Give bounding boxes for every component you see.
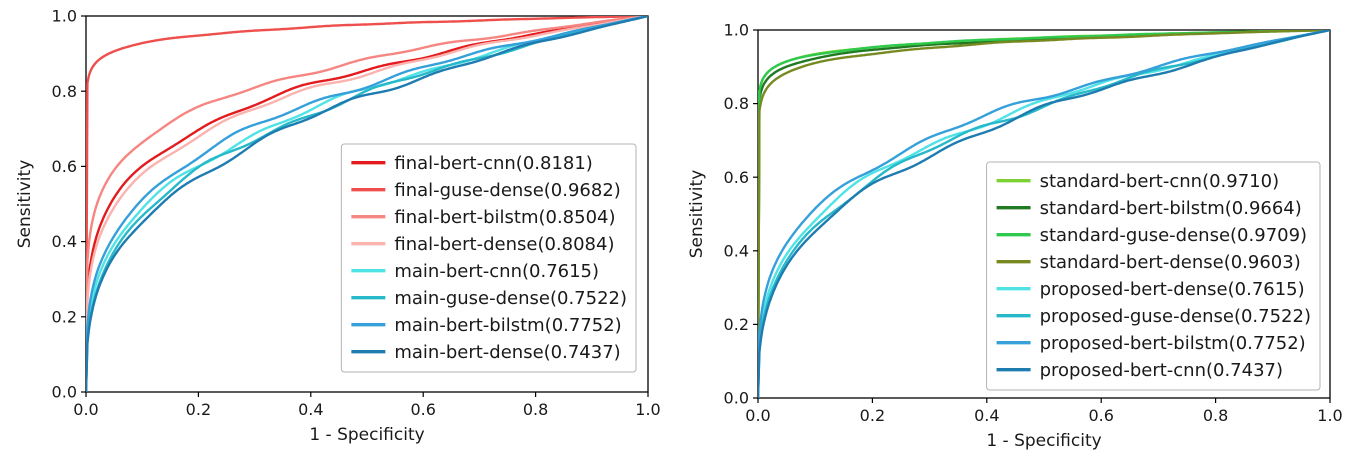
y-axis-label: Sensitivity — [15, 160, 35, 249]
roc-curve-proposed-bert-bilstm — [758, 30, 1330, 398]
roc-curve-final-guse-dense — [86, 16, 648, 392]
x-tick-label: 0.8 — [1203, 406, 1228, 425]
y-axis-label: Sensitivity — [687, 170, 707, 259]
legend-label: main-bert-bilstm(0.7752) — [394, 315, 621, 336]
legend-box — [986, 161, 1321, 391]
roc-curve-main-bert-bilstm — [86, 16, 648, 392]
x-tick-label: 0.0 — [745, 406, 770, 425]
legend-rows: final-bert-cnn(0.8181) final-guse-dense(0… — [351, 153, 627, 363]
curves — [86, 16, 648, 392]
legend-label: proposed-guse-dense(0.7522) — [1040, 306, 1311, 327]
roc-curve-main-bert-dense — [86, 16, 648, 392]
roc-plot-right: 0.0 0.2 0.4 0.6 0.8 1.0 0.0 0.2 0.4 0.6 0.8 1.0 1 - … — [687, 21, 1343, 451]
x-tick-label: 0.2 — [860, 406, 885, 425]
legend-label: final-guse-dense(0.9682) — [394, 180, 620, 201]
y-tick-label: 0.8 — [52, 82, 77, 101]
legend-label: standard-bert-bilstm(0.9664) — [1040, 198, 1302, 219]
x-axis-label: 1 - Specificity — [986, 431, 1101, 451]
x-tick-label: 1.0 — [635, 400, 660, 419]
x-tick-label: 0.0 — [73, 400, 98, 419]
legend-label: proposed-bert-cnn(0.7437) — [1040, 360, 1283, 381]
legend-label: main-guse-dense(0.7522) — [394, 288, 627, 309]
y-tick-label: 0.0 — [724, 389, 749, 408]
legend-label: main-bert-cnn(0.7615) — [394, 261, 599, 282]
y-tick-label: 1.0 — [724, 21, 749, 40]
y-tick-label: 0.2 — [724, 315, 749, 334]
x-axis: 0.0 0.2 0.4 0.6 0.8 1.0 — [73, 392, 661, 419]
y-tick-label: 0.2 — [52, 307, 77, 326]
legend-label: standard-bert-cnn(0.9710) — [1040, 171, 1280, 192]
roc-curve-final-bert-cnn — [86, 16, 648, 392]
x-tick-label: 0.8 — [523, 400, 548, 419]
x-axis-label: 1 - Specificity — [309, 425, 424, 445]
legend-label: standard-bert-dense(0.9603) — [1040, 252, 1301, 273]
x-tick-label: 0.4 — [298, 400, 323, 419]
legend-label: main-bert-dense(0.7437) — [394, 342, 620, 363]
curves — [758, 30, 1330, 398]
legend-rows: standard-bert-cnn(0.9710) standard-bert-b… — [996, 171, 1311, 381]
legend-box — [340, 143, 637, 373]
legend: final-bert-cnn(0.8181) final-guse-dense(0… — [340, 143, 637, 373]
x-tick-label: 1.0 — [1317, 406, 1342, 425]
x-tick-label: 0.6 — [410, 400, 435, 419]
y-tick-label: 0.4 — [724, 241, 749, 260]
roc-curve-proposed-bert-cnn — [758, 30, 1330, 398]
legend-label: proposed-bert-bilstm(0.7752) — [1040, 333, 1306, 354]
y-tick-label: 1.0 — [52, 7, 77, 26]
roc-curve-final-bert-bilstm — [86, 16, 648, 392]
y-tick-label: 0.8 — [724, 94, 749, 113]
x-axis: 0.0 0.2 0.4 0.6 0.8 1.0 — [745, 398, 1343, 425]
legend-label: final-bert-cnn(0.8181) — [394, 153, 592, 174]
roc-curve-standard-bert-dense — [758, 30, 1330, 398]
roc-curve-main-guse-dense — [86, 16, 648, 392]
y-tick-label: 0.6 — [52, 157, 77, 176]
legend-label: final-bert-bilstm(0.8504) — [394, 207, 615, 228]
y-tick-label: 0.6 — [724, 168, 749, 187]
y-axis: 0.0 0.2 0.4 0.6 0.8 1.0 — [724, 21, 758, 408]
legend-label: standard-guse-dense(0.9709) — [1040, 225, 1308, 246]
x-tick-label: 0.6 — [1088, 406, 1113, 425]
legend-label: final-bert-dense(0.8084) — [394, 234, 614, 255]
y-tick-label: 0.0 — [52, 383, 77, 402]
x-tick-label: 0.2 — [186, 400, 211, 419]
y-tick-label: 0.4 — [52, 232, 77, 251]
legend: standard-bert-cnn(0.9710) standard-bert-b… — [986, 161, 1321, 391]
x-tick-label: 0.4 — [974, 406, 999, 425]
roc-plot-left: 0.0 0.2 0.4 0.6 0.8 1.0 0.0 0.2 0.4 0.6 0.8 1.0 1 - … — [15, 7, 661, 445]
roc-chart-right: 0.0 0.2 0.4 0.6 0.8 1.0 0.0 0.2 0.4 0.6 0.8 1.0 1 - … — [678, 0, 1356, 470]
legend-label: proposed-bert-dense(0.7615) — [1040, 279, 1305, 300]
roc-curve-final-bert-dense — [86, 16, 648, 392]
y-axis: 0.0 0.2 0.4 0.6 0.8 1.0 — [52, 7, 86, 402]
roc-chart-left: 0.0 0.2 0.4 0.6 0.8 1.0 0.0 0.2 0.4 0.6 0.8 1.0 1 - … — [15, 7, 661, 445]
